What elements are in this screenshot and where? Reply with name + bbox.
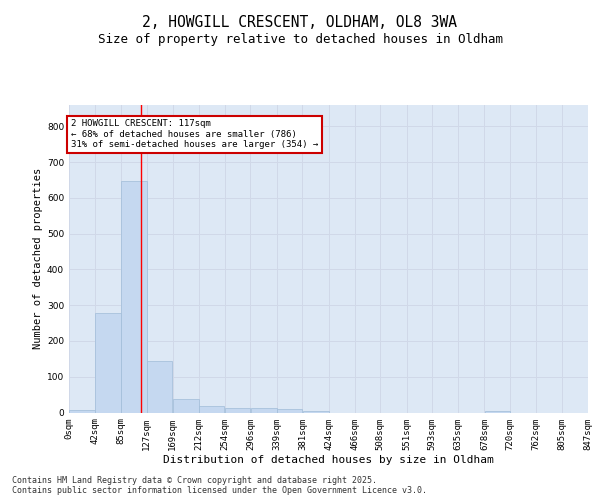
Bar <box>95 313 121 412</box>
Text: 2, HOWGILL CRESCENT, OLDHAM, OL8 3WA: 2, HOWGILL CRESCENT, OLDHAM, OL8 3WA <box>143 15 458 30</box>
Bar <box>225 408 250 412</box>
Bar <box>147 362 172 412</box>
Bar <box>485 410 510 412</box>
Bar <box>69 410 95 412</box>
Y-axis label: Number of detached properties: Number of detached properties <box>33 168 43 350</box>
Bar <box>199 406 224 412</box>
Bar <box>173 399 199 412</box>
X-axis label: Distribution of detached houses by size in Oldham: Distribution of detached houses by size … <box>163 455 494 465</box>
Bar <box>121 181 146 412</box>
Bar <box>277 409 302 412</box>
Text: 2 HOWGILL CRESCENT: 117sqm
← 68% of detached houses are smaller (786)
31% of sem: 2 HOWGILL CRESCENT: 117sqm ← 68% of deta… <box>71 120 318 149</box>
Bar <box>251 408 277 412</box>
Text: Contains HM Land Registry data © Crown copyright and database right 2025.
Contai: Contains HM Land Registry data © Crown c… <box>12 476 427 495</box>
Text: Size of property relative to detached houses in Oldham: Size of property relative to detached ho… <box>97 32 503 46</box>
